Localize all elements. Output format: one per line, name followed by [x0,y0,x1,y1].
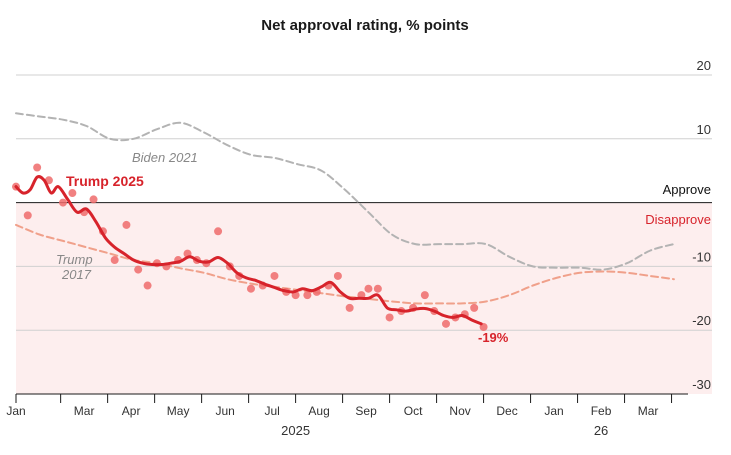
y-axis-ticks: 20 10 -10 -20 -30 [692,58,711,392]
trump-2025-end-value: -19% [478,330,509,345]
y-tick-label: 20 [697,58,711,73]
x-tick-label: Aug [308,404,329,418]
poll-point [470,303,479,312]
x-year-label: 26 [594,423,608,438]
poll-point [270,271,279,280]
poll-point [246,284,255,293]
approve-label: Approve [663,182,711,197]
x-tick-label: May [167,404,190,418]
x-tick-label: Jan [544,404,563,418]
x-tick-label: Sep [355,404,377,418]
poll-point [420,291,429,300]
poll-point [58,198,67,207]
poll-point [33,163,42,172]
series-line-biden-2021 [15,112,675,271]
x-tick-label: Jun [215,404,234,418]
trump-2017-label-line1: Trump [56,252,93,267]
poll-point [333,271,342,280]
x-tick-label: Jul [264,404,279,418]
poll-point [345,303,354,312]
poll-point [122,220,131,229]
poll-point [214,227,223,236]
chart-title: Net approval rating, % points [261,17,469,34]
poll-point [68,189,77,198]
poll-point [373,284,382,293]
x-tick-label: Nov [449,404,470,418]
x-tick-label: Dec [496,404,517,418]
poll-point [385,313,394,322]
y-tick-label: 10 [697,122,711,137]
x-tick-label: Oct [404,404,423,418]
x-tick-label: Jan [6,404,25,418]
x-axis-ticks [15,394,673,403]
biden-2021-label: Biden 2021 [132,150,198,165]
poll-point [23,211,32,220]
series-line-trump-2025 [14,175,483,326]
poll-points [12,163,488,332]
x-tick-label: Mar [638,404,659,418]
poll-point [441,319,450,328]
x-year-label: 2025 [281,423,310,438]
poll-point [303,291,312,300]
x-tick-label: Apr [122,404,141,418]
poll-point [134,265,143,274]
poll-point [143,281,152,290]
disapprove-label: Disapprove [645,212,711,227]
y-tick-label: -30 [692,377,711,392]
x-axis-year-labels: 2025 26 [281,423,608,438]
x-axis-month-labels: Jan Mar Apr May Jun Jul Aug Sep Oct Nov Dec Jan Feb M… [6,404,658,418]
trump-2025-label: Trump 2025 [66,173,144,189]
poll-point [364,284,373,293]
poll-point [110,256,119,265]
x-tick-label: Mar [74,404,95,418]
x-tick-label: Feb [591,404,612,418]
y-tick-label: -10 [692,249,711,264]
trump-2017-label-line2: 2017 [61,267,92,282]
y-tick-label: -20 [692,313,711,328]
poll-point [89,195,98,204]
